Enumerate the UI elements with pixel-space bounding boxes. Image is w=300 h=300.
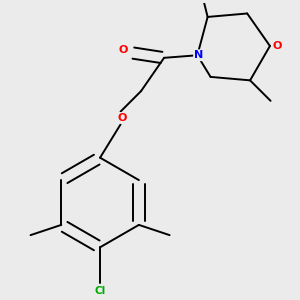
Text: O: O	[117, 113, 127, 123]
Text: O: O	[273, 41, 282, 51]
Text: Cl: Cl	[94, 286, 106, 296]
Text: O: O	[118, 45, 128, 55]
Text: N: N	[194, 50, 203, 60]
